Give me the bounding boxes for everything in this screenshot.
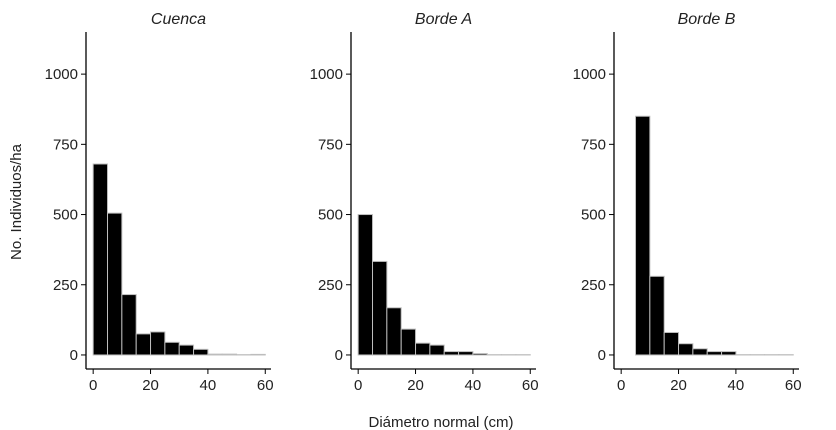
histogram-bar [635, 115, 651, 356]
y-tick-label: 0 [70, 347, 78, 364]
histogram-bar [429, 344, 445, 356]
histogram-bar [207, 353, 223, 356]
y-tick-label: 250 [53, 277, 78, 294]
facet-title: Cuenca [151, 11, 206, 28]
x-tick-label: 20 [670, 377, 687, 394]
x-tick-label: 40 [465, 377, 482, 394]
histogram-bar [107, 212, 123, 356]
histogram-bar [472, 353, 488, 356]
y-tick-label: 750 [318, 136, 343, 153]
histogram-bar [443, 351, 460, 356]
y-tick-label: 1000 [45, 66, 78, 83]
x-tick-label: 0 [354, 377, 362, 394]
y-tick-label: 500 [53, 207, 78, 224]
histogram-bar [663, 331, 680, 356]
y-tick-label: 750 [581, 136, 606, 153]
y-tick-label: 0 [335, 347, 343, 364]
x-tick-label: 0 [617, 377, 625, 394]
x-tick-label: 20 [407, 377, 424, 394]
facet-title: Borde A [415, 11, 472, 28]
x-tick-label: 0 [89, 377, 97, 394]
histogram-bar [415, 342, 431, 356]
histogram-bar [135, 333, 152, 356]
histogram-bar [250, 353, 266, 356]
histogram-bar [458, 351, 474, 356]
y-tick-label: 250 [581, 277, 606, 294]
y-tick-label: 500 [318, 207, 343, 224]
histogram-bar [164, 341, 180, 356]
histogram-bar [193, 348, 209, 356]
histogram-bar [92, 163, 109, 356]
y-tick-label: 500 [581, 207, 606, 224]
x-tick-label: 60 [785, 377, 802, 394]
facet-panel-2: Borde B 0 250 500 750 1000 0 20 40 60 [573, 11, 802, 394]
histogram-bar [372, 260, 388, 356]
histogram-bar [150, 331, 166, 356]
histogram-bar [706, 351, 723, 356]
histogram-bar [221, 353, 238, 356]
x-tick-label: 40 [728, 377, 745, 394]
histogram-bar [386, 307, 402, 356]
y-tick-label: 0 [598, 347, 606, 364]
y-tick-label: 1000 [310, 66, 343, 83]
histogram-bar [121, 294, 137, 356]
facet-title: Borde B [678, 11, 736, 28]
facet-panel-0: Cuenca 0 250 500 750 1000 0 20 40 60 [45, 11, 274, 394]
facet-panels: Cuenca 0 250 500 750 1000 0 20 40 60 Borde A 0 250 50… [45, 11, 802, 394]
histogram-bar [721, 351, 737, 356]
x-tick-label: 20 [142, 377, 159, 394]
facet-panel-1: Borde A 0 250 500 750 1000 0 20 40 60 [310, 11, 539, 394]
x-tick-label: 40 [200, 377, 217, 394]
x-tick-label: 60 [522, 377, 539, 394]
y-tick-label: 1000 [573, 66, 606, 83]
histogram-bar [178, 344, 195, 356]
histogram-bar [357, 214, 374, 356]
y-tick-label: 750 [53, 136, 78, 153]
histogram-bar [649, 275, 665, 356]
y-axis-title: No. Individuos/ha [8, 143, 25, 260]
histogram-bar [400, 328, 417, 356]
histogram-bar [678, 343, 694, 356]
histogram-bar [692, 348, 708, 356]
x-tick-label: 60 [257, 377, 274, 394]
x-axis-title: Diámetro normal (cm) [368, 414, 513, 430]
y-tick-label: 250 [318, 277, 343, 294]
